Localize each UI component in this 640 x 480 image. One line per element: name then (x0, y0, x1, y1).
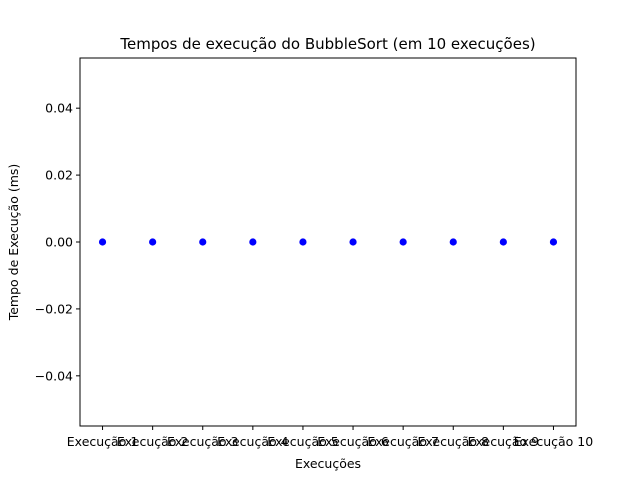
x-tick-label: Execução 9 (468, 434, 540, 449)
data-point (349, 238, 357, 246)
data-points (98, 238, 558, 246)
x-tick-label: Execução 10 (514, 434, 594, 449)
y-axis-label: Tempo de Execução (ms) (6, 164, 21, 322)
data-point (399, 238, 407, 246)
y-tick-label: 0.04 (45, 101, 73, 116)
y-axis-ticks: −0.04 −0.02 0.00 0.02 0.04 (35, 101, 80, 383)
data-point (549, 238, 558, 246)
y-tick-label: 0.02 (45, 168, 73, 183)
data-point (249, 238, 257, 246)
plot-frame (79, 57, 577, 427)
x-tick-label: Execução 8 (417, 434, 489, 449)
x-axis-label: Execuções (295, 456, 361, 471)
data-point (449, 238, 457, 246)
data-point (499, 238, 507, 246)
x-tick-label: Execução 4 (217, 434, 289, 449)
x-tick-label: Execução 1 (67, 434, 139, 449)
x-tick-label: Execução 6 (317, 434, 389, 449)
data-point (98, 238, 107, 246)
x-tick-label: Execução 3 (167, 434, 239, 449)
chart-title: Tempos de execução do BubbleSort (em 10 … (119, 35, 535, 53)
y-tick-label: 0.00 (45, 235, 73, 250)
x-tick-label: Execução 2 (117, 434, 189, 449)
data-point (299, 238, 307, 246)
y-tick-label: −0.04 (35, 368, 73, 383)
x-tick-label: Execução 7 (367, 434, 439, 449)
data-point (149, 238, 157, 246)
x-tick-label: Execução 5 (267, 434, 339, 449)
data-point (199, 238, 207, 246)
y-tick-label: −0.02 (35, 301, 73, 316)
